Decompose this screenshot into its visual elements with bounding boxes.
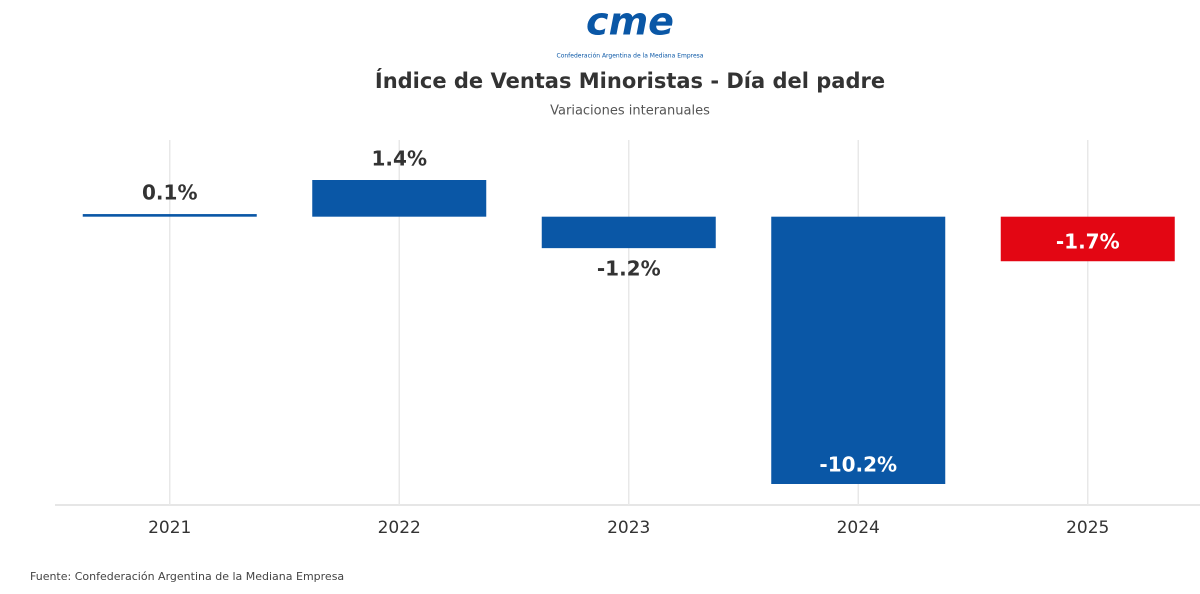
value-label: -10.2% [819, 453, 897, 477]
value-label: 0.1% [142, 181, 197, 205]
x-tick-label: 2022 [378, 518, 421, 538]
logo-tagline: Confederación Argentina de la Mediana Em… [557, 53, 704, 60]
bar [82, 214, 257, 217]
chart-subtitle: Variaciones interanuales [550, 104, 710, 119]
x-tick-label: 2021 [148, 518, 191, 538]
bar [541, 216, 716, 249]
value-label: 1.4% [372, 147, 427, 171]
bar [312, 180, 487, 217]
logo: cme [586, 0, 674, 44]
bar [771, 216, 946, 485]
source: Fuente: Confederación Argentina de la Me… [30, 570, 344, 583]
value-label: -1.2% [597, 257, 661, 281]
chart-title: Índice de Ventas Minoristas - Día del pa… [375, 68, 885, 93]
value-label: -1.7% [1056, 229, 1120, 253]
bar [1000, 216, 1175, 262]
x-tick-label: 2025 [1066, 518, 1109, 538]
x-tick-label: 2023 [607, 518, 650, 538]
x-tick-label: 2024 [837, 518, 880, 538]
